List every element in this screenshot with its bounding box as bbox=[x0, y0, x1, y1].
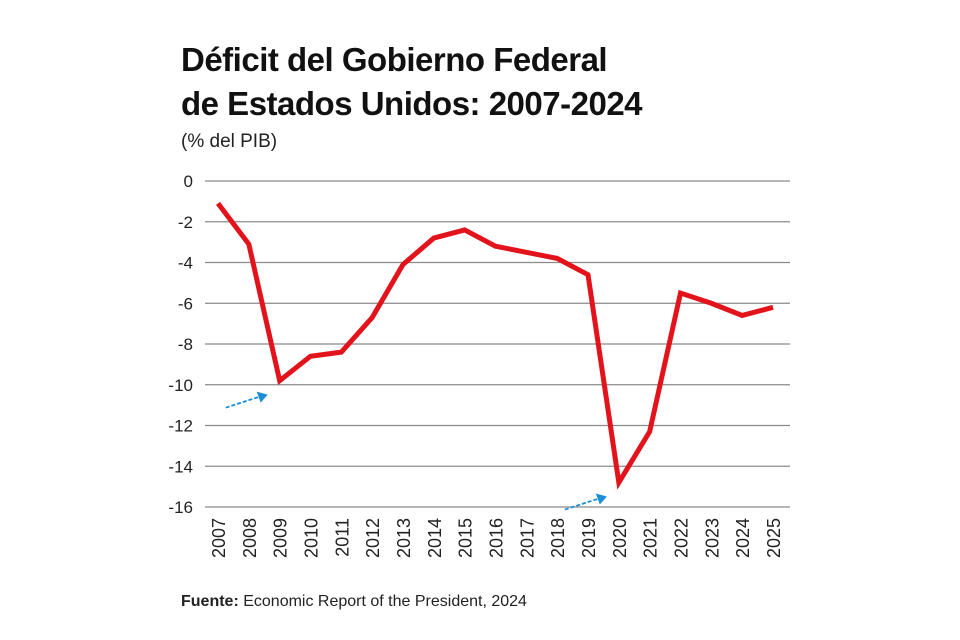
x-tick-label: 2015 bbox=[456, 518, 476, 558]
chart-title: Déficit del Gobierno Federal de Estados … bbox=[181, 38, 643, 126]
y-tick-label: -8 bbox=[178, 335, 193, 354]
x-tick-label: 2007 bbox=[209, 518, 229, 558]
annotation-arrow-head bbox=[256, 391, 268, 403]
chart-subtitle: (% del PIB) bbox=[181, 131, 278, 152]
title-line-2: de Estados Unidos: 2007-2024 bbox=[181, 85, 643, 122]
x-tick-label: 2012 bbox=[363, 518, 383, 558]
x-tick-label: 2018 bbox=[548, 518, 568, 558]
y-tick-label: -4 bbox=[178, 254, 193, 273]
x-tick-label: 2017 bbox=[517, 518, 537, 558]
y-tick-label: -12 bbox=[168, 417, 193, 436]
source-text: Economic Report of the President, 2024 bbox=[238, 593, 527, 610]
x-tick-label: 2019 bbox=[579, 518, 599, 558]
x-tick-label: 2016 bbox=[487, 518, 507, 558]
x-tick-label: 2023 bbox=[702, 518, 722, 558]
x-tick-label: 2009 bbox=[271, 518, 291, 558]
y-tick-label: -10 bbox=[168, 376, 193, 395]
y-tick-label: -14 bbox=[168, 457, 193, 476]
y-tick-label: -6 bbox=[178, 294, 193, 313]
annotation-arrow-head bbox=[595, 493, 607, 505]
source-label: Fuente: bbox=[181, 593, 239, 610]
deficit-line bbox=[216, 201, 774, 490]
y-tick-label: -16 bbox=[168, 498, 193, 517]
x-tick-label: 2022 bbox=[672, 518, 692, 558]
annotation-arrow-shaft bbox=[225, 395, 260, 409]
x-tick-label: 2010 bbox=[302, 518, 322, 558]
x-tick-label: 2025 bbox=[764, 518, 784, 558]
x-tick-label: 2024 bbox=[733, 518, 753, 558]
x-tick-label: 2014 bbox=[425, 518, 445, 558]
y-tick-label: 0 bbox=[184, 172, 193, 191]
x-tick-label: 2011 bbox=[332, 518, 352, 557]
source-note: Fuente: Economic Report of the President… bbox=[181, 593, 527, 611]
x-tick-label: 2021 bbox=[641, 518, 661, 558]
x-tick-label: 2008 bbox=[240, 518, 260, 558]
annotation-arrow-shaft bbox=[564, 497, 600, 511]
x-tick-label: 2020 bbox=[610, 518, 630, 558]
y-tick-label: -2 bbox=[178, 213, 193, 232]
title-line-1: Déficit del Gobierno Federal bbox=[181, 41, 608, 78]
x-tick-label: 2013 bbox=[394, 518, 414, 558]
